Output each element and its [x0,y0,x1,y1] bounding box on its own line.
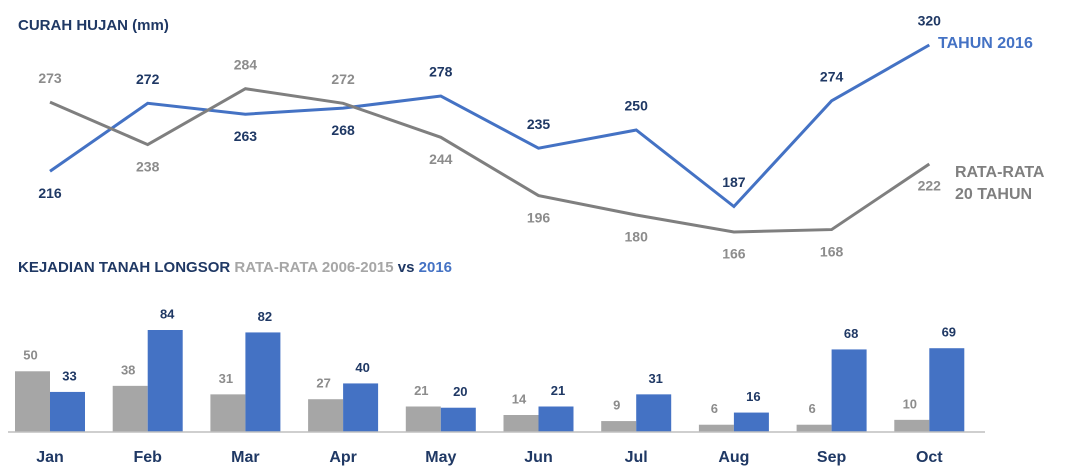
data-label: 69 [942,325,956,340]
data-label: 21 [551,383,565,398]
bar [405,406,441,432]
data-label: 38 [121,362,135,377]
x-tick-label: Feb [133,449,162,466]
data-label: 31 [219,371,233,386]
data-label: 50 [23,348,37,363]
x-tick-label: Apr [329,449,357,466]
bar [796,424,832,432]
bar [308,399,344,432]
data-label: 84 [160,306,175,321]
data-label: 82 [258,309,272,324]
bar [50,391,85,432]
data-label: 278 [429,64,453,80]
bar [245,332,281,432]
series-label: TAHUN 2016 [938,35,1033,52]
data-label: 9 [613,398,620,413]
data-label: 31 [648,371,662,386]
legend-entry: RATA-RATA 2006-2015 [234,259,393,276]
data-label: 6 [711,401,718,416]
data-label: 40 [355,360,369,375]
line-title: CURAH HUJAN (mm) [18,17,169,34]
data-label: 20 [453,384,467,399]
data-label: 272 [331,71,355,87]
x-tick-label: Oct [916,449,943,466]
bar [210,394,246,432]
bar [636,394,672,432]
x-tick-label: Sep [817,449,847,466]
bar-title-main: KEJADIAN TANAH LONGSOR [18,259,230,276]
x-tick-label: May [425,449,456,466]
x-tick-label: Jul [625,449,648,466]
data-label: 166 [722,246,746,262]
data-label: 27 [316,376,330,391]
data-label: 14 [512,391,527,406]
bar [503,415,539,432]
data-label: 168 [820,243,844,259]
data-label: 10 [903,396,917,411]
data-label: 274 [820,69,844,85]
data-label: 320 [918,13,942,29]
data-label: 180 [625,229,649,245]
series-label: RATA-RATA 20 TAHUN [955,164,1044,203]
data-label: 33 [62,368,76,383]
data-label: 21 [414,383,428,398]
bar [343,383,379,432]
bar-title-joiner: vs [398,259,415,276]
bar [147,330,183,432]
x-tick-label: Aug [718,449,749,466]
bar [733,412,769,432]
data-label: 238 [136,158,160,174]
data-label: 235 [527,116,551,132]
bar [894,419,930,432]
data-label: 263 [234,128,258,144]
bar [831,349,867,432]
data-label: 272 [136,71,160,87]
data-label: 284 [234,56,258,72]
data-label: 216 [38,185,62,201]
line-series [49,87,931,234]
legend-entry: 2016 [419,259,452,276]
x-tick-label: Mar [231,449,259,466]
bar-title: KEJADIAN TANAH LONGSOR RATA-RATA 2006-20… [18,259,452,276]
data-label: 187 [722,174,746,190]
bar [440,407,476,432]
bar [15,371,50,432]
x-tick-label: Jan [36,449,64,466]
data-label: 244 [429,151,453,167]
data-label: 68 [844,326,858,341]
bar [112,385,148,432]
data-label: 6 [808,401,815,416]
data-label: 196 [527,209,551,225]
bar [601,421,637,432]
bar [698,424,734,432]
data-label: 250 [625,98,649,114]
x-tick-label: Jun [524,449,552,466]
data-label: 273 [38,70,62,86]
bar [929,348,965,432]
data-label: 268 [331,122,355,138]
data-label: 16 [746,389,760,404]
bar [538,406,574,432]
data-label: 222 [918,178,942,194]
line-series [49,43,931,209]
